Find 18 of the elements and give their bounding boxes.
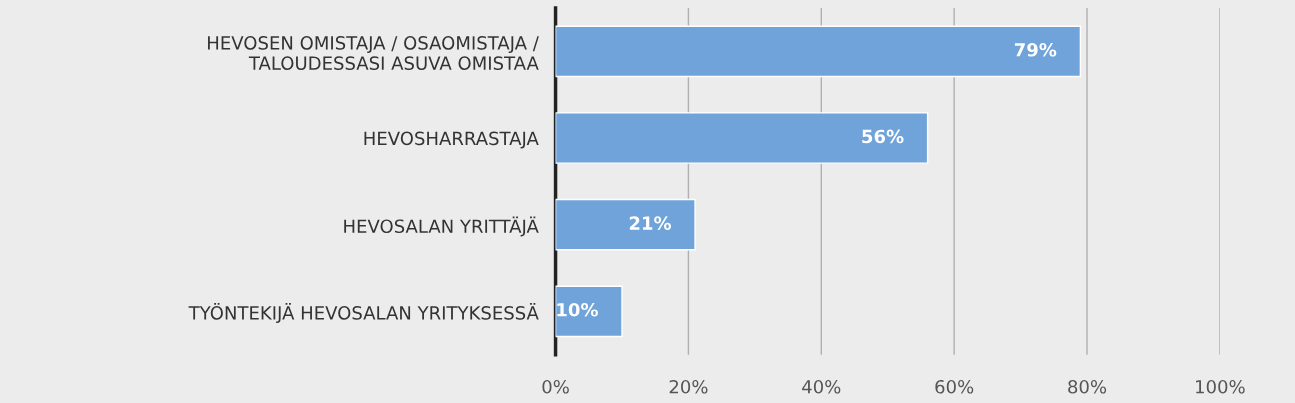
bar <box>555 25 1082 78</box>
data-label: 79% <box>1014 42 1057 57</box>
bar <box>555 198 696 251</box>
y-tick-label: HEVOSALAN YRITTÄJÄ <box>344 216 539 237</box>
y-tick-label: HEVOSEN OMISTAJA / OSAOMISTAJA / TALOUDESSASI ASUVA OMISTAA <box>208 36 539 70</box>
y-tick-label: TYÖNTEKIJÄ HEVOSALAN YRITYKSESSÄ <box>188 303 539 324</box>
data-label: 10% <box>557 302 598 317</box>
x-tick-label: 20% <box>669 379 708 394</box>
data-label: 21% <box>629 216 672 230</box>
bar <box>555 285 623 338</box>
x-tick-label: 100% <box>1196 379 1245 394</box>
x-tick-label: 80% <box>1068 379 1107 394</box>
y-tick-label: HEVOSHARRASTAJA <box>364 131 539 149</box>
data-label: 56% <box>862 129 904 144</box>
x-tick-label: 60% <box>935 379 974 394</box>
x-tick-label: 40% <box>802 379 841 394</box>
bar <box>555 112 929 164</box>
x-tick-label: 0% <box>542 379 569 394</box>
